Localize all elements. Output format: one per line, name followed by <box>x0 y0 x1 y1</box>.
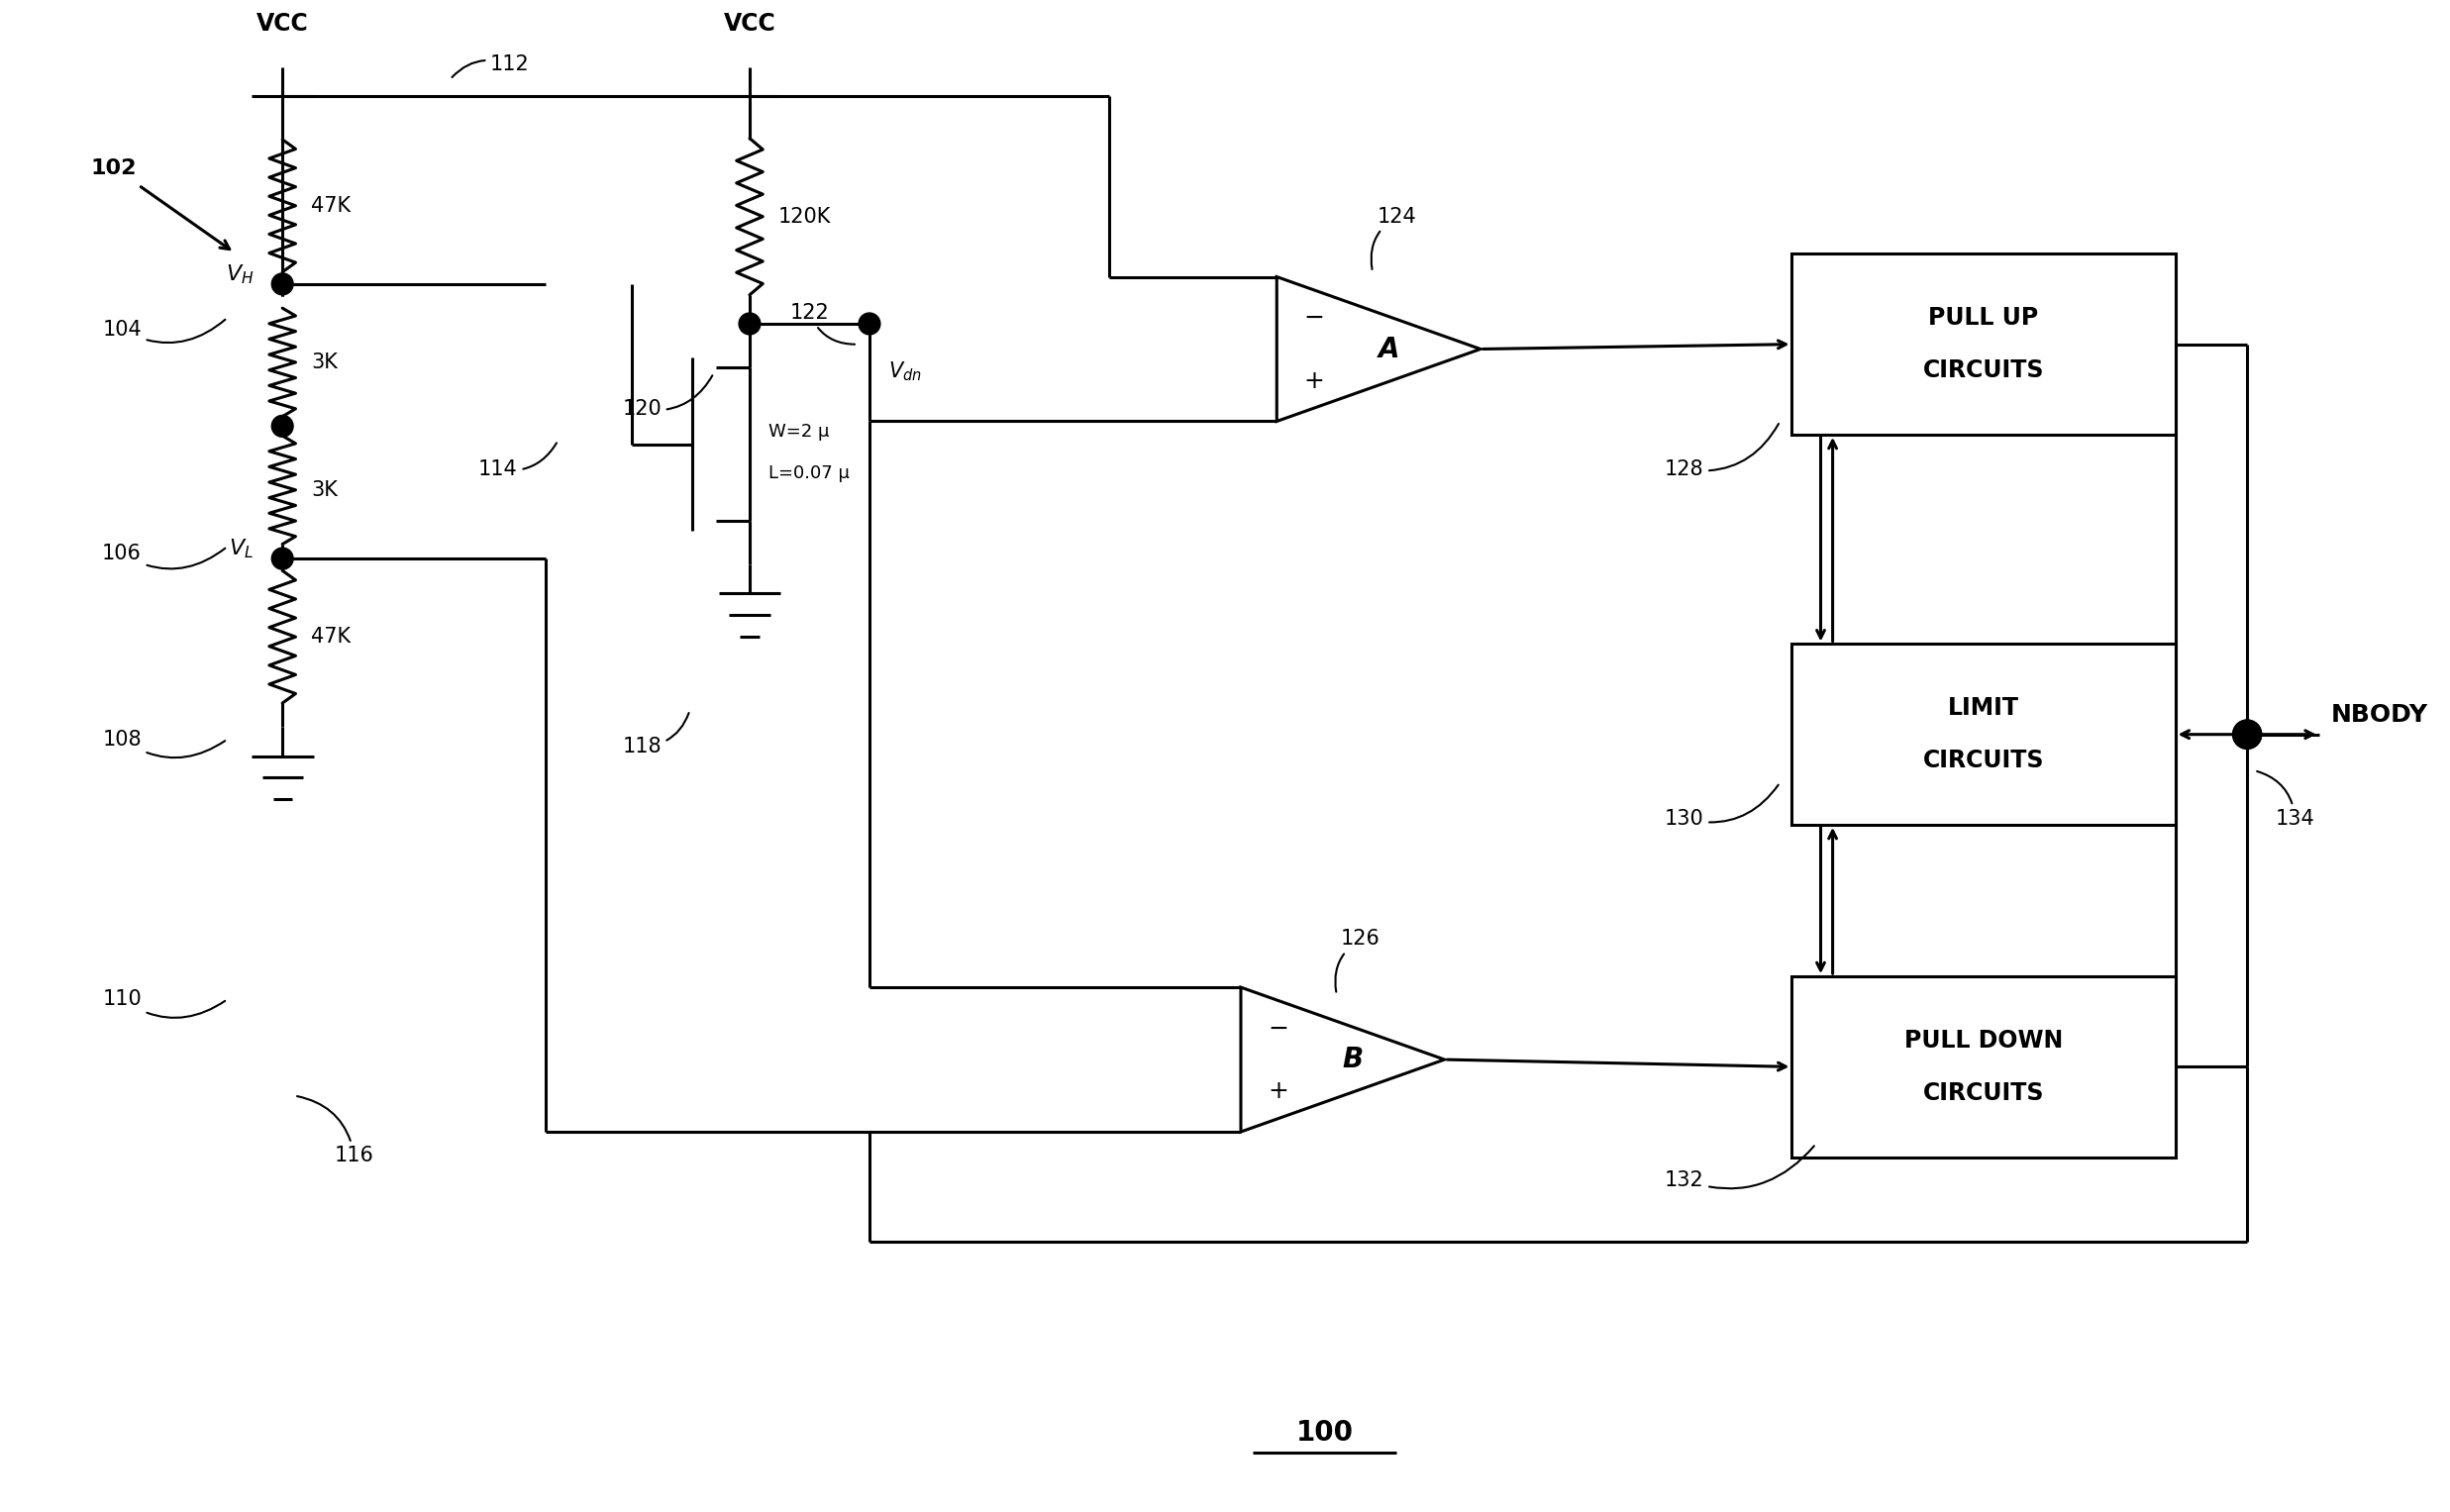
Text: $V_H$: $V_H$ <box>225 263 255 286</box>
Text: $-$: $-$ <box>1303 305 1323 330</box>
Bar <box>1791 254 2176 434</box>
Text: 102: 102 <box>91 159 137 178</box>
Text: 106: 106 <box>103 544 225 569</box>
Text: 108: 108 <box>103 729 225 758</box>
Text: 47K: 47K <box>311 627 350 647</box>
Text: 112: 112 <box>451 54 529 77</box>
Text: 118: 118 <box>622 714 688 756</box>
Circle shape <box>272 547 294 570</box>
Text: 132: 132 <box>1664 1146 1813 1190</box>
Circle shape <box>740 313 760 334</box>
Text: PULL UP: PULL UP <box>1928 305 2038 330</box>
Text: 3K: 3K <box>311 352 338 372</box>
Text: L=0.07 μ: L=0.07 μ <box>769 464 850 482</box>
Bar <box>1791 644 2176 824</box>
Text: VCC: VCC <box>723 12 777 36</box>
Text: 130: 130 <box>1664 785 1779 829</box>
Text: 120: 120 <box>622 375 713 419</box>
Circle shape <box>857 313 880 334</box>
Text: B: B <box>1343 1046 1362 1074</box>
Text: LIMIT: LIMIT <box>1948 696 2019 720</box>
Text: 114: 114 <box>478 443 556 479</box>
Circle shape <box>272 416 294 437</box>
Text: $+$: $+$ <box>1267 1080 1289 1104</box>
Text: 3K: 3K <box>311 479 338 500</box>
Text: 47K: 47K <box>311 197 350 216</box>
Text: $+$: $+$ <box>1303 369 1323 393</box>
Circle shape <box>2232 720 2261 748</box>
Text: CIRCUITS: CIRCUITS <box>1923 1081 2043 1105</box>
Text: 120K: 120K <box>779 207 831 227</box>
Text: $V_{dn}$: $V_{dn}$ <box>889 360 921 383</box>
Text: 100: 100 <box>1296 1418 1352 1447</box>
Text: CIRCUITS: CIRCUITS <box>1923 748 2043 773</box>
Text: W=2 μ: W=2 μ <box>769 423 831 442</box>
Text: A: A <box>1379 336 1399 363</box>
Text: VCC: VCC <box>257 12 309 36</box>
Text: 128: 128 <box>1664 423 1779 479</box>
Text: 116: 116 <box>296 1096 375 1166</box>
Text: 104: 104 <box>103 319 225 343</box>
Text: PULL DOWN: PULL DOWN <box>1904 1028 2063 1052</box>
Text: 110: 110 <box>103 989 225 1018</box>
Text: $V_L$: $V_L$ <box>228 537 255 561</box>
Text: 134: 134 <box>2256 771 2315 829</box>
Text: 124: 124 <box>1372 207 1416 269</box>
Text: $-$: $-$ <box>1267 1016 1289 1040</box>
Text: 122: 122 <box>789 302 855 345</box>
Text: 126: 126 <box>1335 930 1379 992</box>
Text: CIRCUITS: CIRCUITS <box>1923 358 2043 383</box>
Circle shape <box>272 274 294 295</box>
Text: NBODY: NBODY <box>2330 703 2428 727</box>
Circle shape <box>2232 720 2261 748</box>
Bar <box>1791 977 2176 1157</box>
